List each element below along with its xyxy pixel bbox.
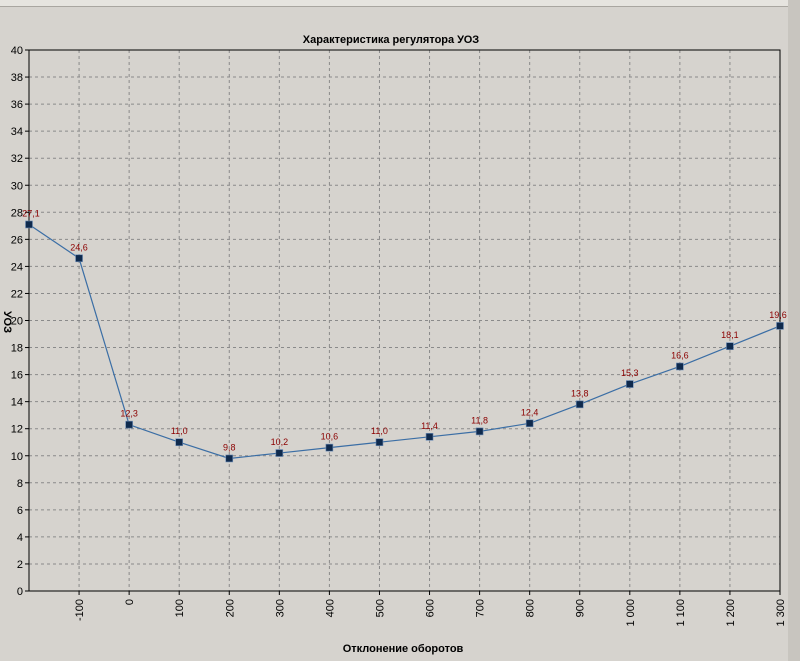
data-point-marker	[575, 400, 584, 409]
data-point-marker	[125, 420, 133, 429]
x-tick-label: 700	[475, 599, 487, 617]
x-tick-label: 600	[425, 599, 437, 617]
x-tick-label: 800	[525, 599, 537, 617]
data-point-marker	[75, 254, 83, 263]
data-value-label: 11,0	[371, 426, 388, 436]
y-tick-label: 16	[11, 370, 23, 382]
y-tick-label: 12	[11, 424, 23, 436]
data-value-label: 10,6	[321, 432, 339, 442]
data-value-label: 27,1	[22, 208, 40, 218]
x-tick-label: 1 200	[725, 599, 737, 627]
x-tick-label: 200	[224, 599, 236, 617]
y-tick-label: 22	[11, 288, 23, 300]
x-tick-label: 900	[575, 599, 587, 617]
y-tick-label: 20	[11, 316, 23, 328]
series-line	[28, 223, 781, 460]
y-tick-label: 34	[11, 126, 23, 138]
y-tick-label: 10	[11, 451, 23, 463]
data-value-label: 11,4	[421, 421, 438, 431]
series-markers	[25, 220, 784, 463]
data-point-marker	[225, 454, 234, 463]
data-point-marker	[676, 362, 684, 371]
data-value-label: 19,6	[769, 310, 787, 320]
data-value-label: 11,8	[471, 415, 488, 425]
y-tick-label: 26	[11, 234, 23, 246]
x-tick-label: 300	[274, 599, 286, 617]
grid-lines	[29, 50, 780, 591]
data-point-marker	[776, 322, 784, 330]
x-tick-label: 1 000	[625, 599, 637, 627]
data-point-marker	[625, 380, 634, 388]
x-tick-label: 400	[324, 599, 336, 617]
data-value-label: 12,3	[120, 409, 138, 419]
y-tick-label: 8	[17, 478, 23, 490]
data-point-marker	[425, 433, 434, 441]
x-tick-label: 500	[374, 599, 386, 617]
x-tick-label: -100	[74, 599, 86, 621]
window-top-border	[0, 0, 800, 7]
x-tick-label: 100	[174, 599, 186, 617]
y-tick-label: 14	[11, 397, 23, 409]
x-tick-label: 1 300	[775, 599, 787, 627]
x-axis-label: Отклонение оборотов	[343, 643, 464, 655]
data-point-marker	[525, 419, 534, 428]
data-value-label: 24,6	[70, 242, 88, 252]
chart-title: Характеристика регулятора УОЗ	[303, 34, 480, 46]
y-tick-label: 28	[11, 207, 23, 219]
y-tick-label: 18	[11, 343, 23, 355]
y-tick-label: 24	[11, 261, 23, 273]
x-tick-label: 1 100	[675, 599, 687, 627]
window-right-edge	[788, 0, 800, 661]
data-value-label: 16,6	[671, 350, 689, 360]
y-tick-label: 4	[17, 532, 23, 544]
data-value-label: 9,8	[223, 442, 236, 452]
x-axis-ticks: -100 0 100 200 300 400 500 600 700 800 900 1 000 1 1…	[74, 591, 787, 627]
data-labels: 27,1 24,6 12,3 11,0 9,8 10,2 10,6 11,0 11,4 11,8 1…	[22, 208, 787, 452]
y-tick-label: 40	[11, 45, 23, 57]
data-point-marker	[475, 427, 484, 436]
data-value-label: 13,8	[571, 388, 589, 398]
data-point-marker	[175, 438, 183, 447]
data-point-marker	[275, 449, 284, 457]
data-value-label: 11,0	[171, 426, 188, 436]
data-value-label: 12,4	[521, 407, 539, 417]
data-point-marker	[375, 438, 384, 447]
y-tick-label: 36	[11, 99, 23, 111]
y-tick-label: 32	[11, 153, 23, 165]
data-point-marker	[25, 220, 33, 229]
data-value-label: 15,3	[621, 368, 639, 378]
y-tick-label: 0	[17, 586, 23, 598]
y-axis-label: УОЗ	[1, 311, 13, 333]
x-tick-label: 0	[124, 599, 136, 605]
data-point-marker	[325, 443, 334, 452]
y-tick-label: 6	[17, 505, 23, 517]
y-tick-label: 30	[11, 180, 23, 192]
data-point-marker	[726, 342, 734, 350]
data-value-label: 18,1	[721, 330, 739, 340]
data-value-label: 10,2	[271, 437, 289, 447]
y-tick-label: 38	[11, 72, 23, 84]
y-tick-label: 2	[17, 559, 23, 571]
